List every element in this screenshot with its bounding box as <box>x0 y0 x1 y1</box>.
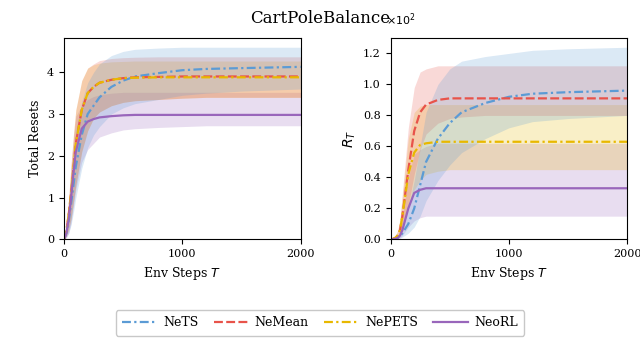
Y-axis label: $R_T$: $R_T$ <box>341 129 358 148</box>
Text: $\times 10^2$: $\times 10^2$ <box>386 11 415 28</box>
Text: CartPoleBalance: CartPoleBalance <box>250 10 390 27</box>
Legend: NeTS, NeMean, NePETS, NeoRL: NeTS, NeMean, NePETS, NeoRL <box>116 310 524 336</box>
Y-axis label: Total Resets: Total Resets <box>29 100 42 177</box>
X-axis label: Env Steps $T$: Env Steps $T$ <box>470 265 548 282</box>
X-axis label: Env Steps $T$: Env Steps $T$ <box>143 265 221 282</box>
